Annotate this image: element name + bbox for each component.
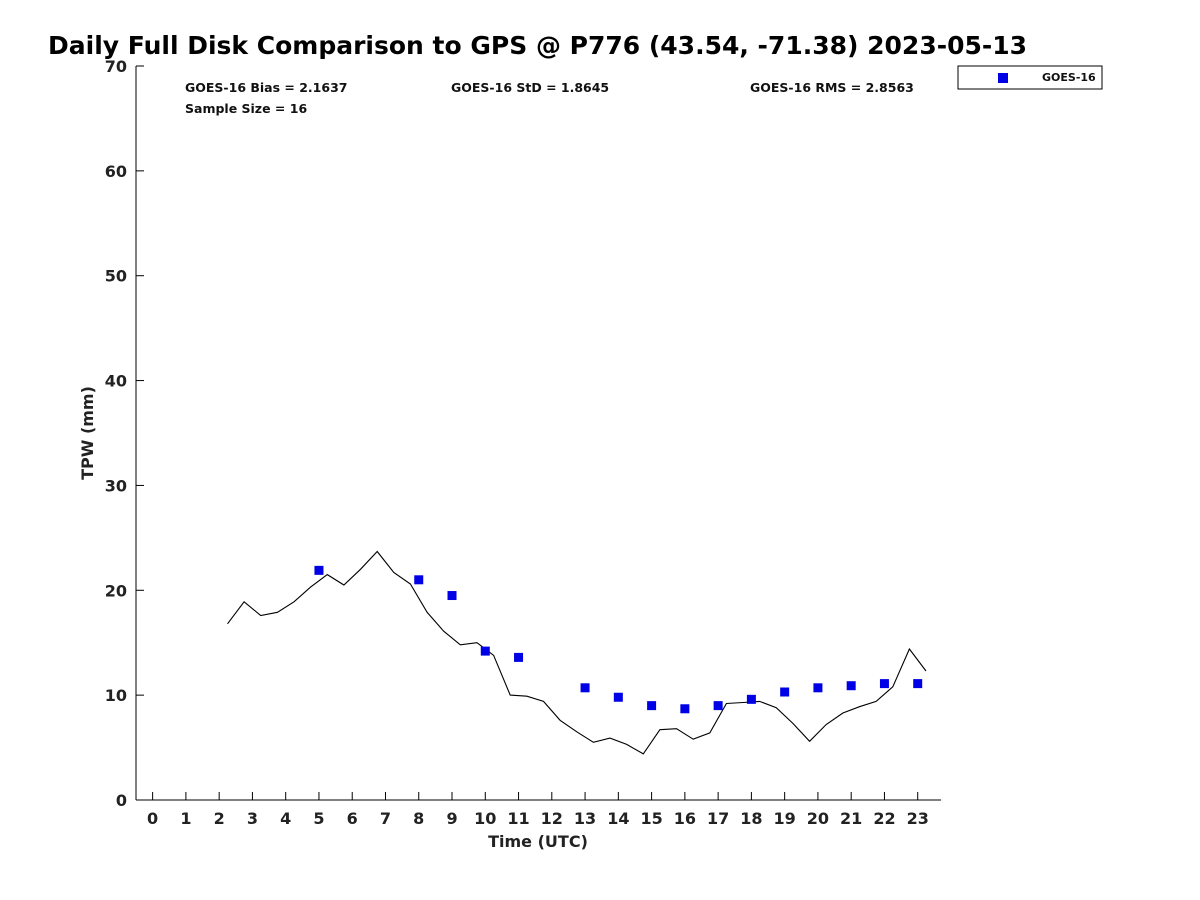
x-axis-label: Time (UTC) xyxy=(488,832,588,851)
legend-box xyxy=(957,65,1103,90)
legend: GOES-16 xyxy=(957,65,1103,90)
x-tick-label: 14 xyxy=(607,809,629,828)
x-tick-label: 12 xyxy=(541,809,563,828)
x-tick-label: 7 xyxy=(380,809,391,828)
x-tick-label: 19 xyxy=(774,809,796,828)
stat-std: GOES-16 StD = 1.8645 xyxy=(451,80,609,95)
data-point xyxy=(414,575,424,585)
x-tick-label: 23 xyxy=(907,809,929,828)
y-tick-label: 0 xyxy=(116,791,127,810)
legend-marker-goes16 xyxy=(998,73,1008,83)
x-tick-label: 9 xyxy=(446,809,457,828)
y-tick-label: 20 xyxy=(105,581,127,600)
x-tick-label: 20 xyxy=(807,809,829,828)
y-axis-ticks: 0 10 20 30 40 50 60 70 xyxy=(105,57,144,810)
x-tick-label: 13 xyxy=(574,809,596,828)
x-tick-label: 2 xyxy=(214,809,225,828)
x-tick-label: 21 xyxy=(840,809,862,828)
data-point xyxy=(314,565,324,575)
x-tick-label: 1 xyxy=(180,809,191,828)
series-goes16-points xyxy=(314,565,923,714)
y-tick-label: 60 xyxy=(105,162,127,181)
x-tick-label: 16 xyxy=(674,809,696,828)
y-tick-label: 40 xyxy=(105,372,127,391)
data-point xyxy=(813,683,823,693)
data-point xyxy=(680,704,690,714)
data-point xyxy=(447,591,457,601)
x-tick-label: 22 xyxy=(873,809,895,828)
data-point xyxy=(780,687,790,697)
x-tick-label: 18 xyxy=(740,809,762,828)
legend-label-goes16: GOES-16 xyxy=(1042,71,1096,84)
x-tick-label: 11 xyxy=(507,809,529,828)
x-tick-label: 10 xyxy=(474,809,496,828)
stat-rms: GOES-16 RMS = 2.8563 xyxy=(750,80,914,95)
y-tick-label: 30 xyxy=(105,476,127,495)
y-tick-label: 70 xyxy=(105,57,127,76)
y-axis-label: TPW (mm) xyxy=(78,386,97,480)
data-point xyxy=(480,646,490,656)
data-point xyxy=(580,683,590,693)
x-tick-label: 4 xyxy=(280,809,291,828)
stat-sample-size: Sample Size = 16 xyxy=(185,101,307,116)
data-point xyxy=(613,692,623,702)
x-tick-label: 17 xyxy=(707,809,729,828)
data-point xyxy=(713,701,723,711)
x-tick-label: 8 xyxy=(413,809,424,828)
x-tick-label: 6 xyxy=(347,809,358,828)
x-tick-label: 0 xyxy=(147,809,158,828)
data-point xyxy=(746,694,756,704)
x-axis-ticks: 0 1 2 3 4 5 6 7 8 9 10 11 12 13 14 15 16 17 18 19 20 21 22 23 xyxy=(147,792,929,828)
data-point xyxy=(514,652,524,662)
y-tick-label: 10 xyxy=(105,686,127,705)
x-tick-label: 5 xyxy=(313,809,324,828)
chart-title: Daily Full Disk Comparison to GPS @ P776… xyxy=(48,31,1027,60)
data-point xyxy=(879,679,889,689)
data-point xyxy=(647,701,657,711)
stat-bias: GOES-16 Bias = 2.1637 xyxy=(185,80,347,95)
data-point xyxy=(913,679,923,689)
y-tick-label: 50 xyxy=(105,267,127,286)
x-tick-label: 15 xyxy=(640,809,662,828)
x-tick-label: 3 xyxy=(247,809,258,828)
data-point xyxy=(846,681,856,691)
series-line xyxy=(227,550,927,755)
